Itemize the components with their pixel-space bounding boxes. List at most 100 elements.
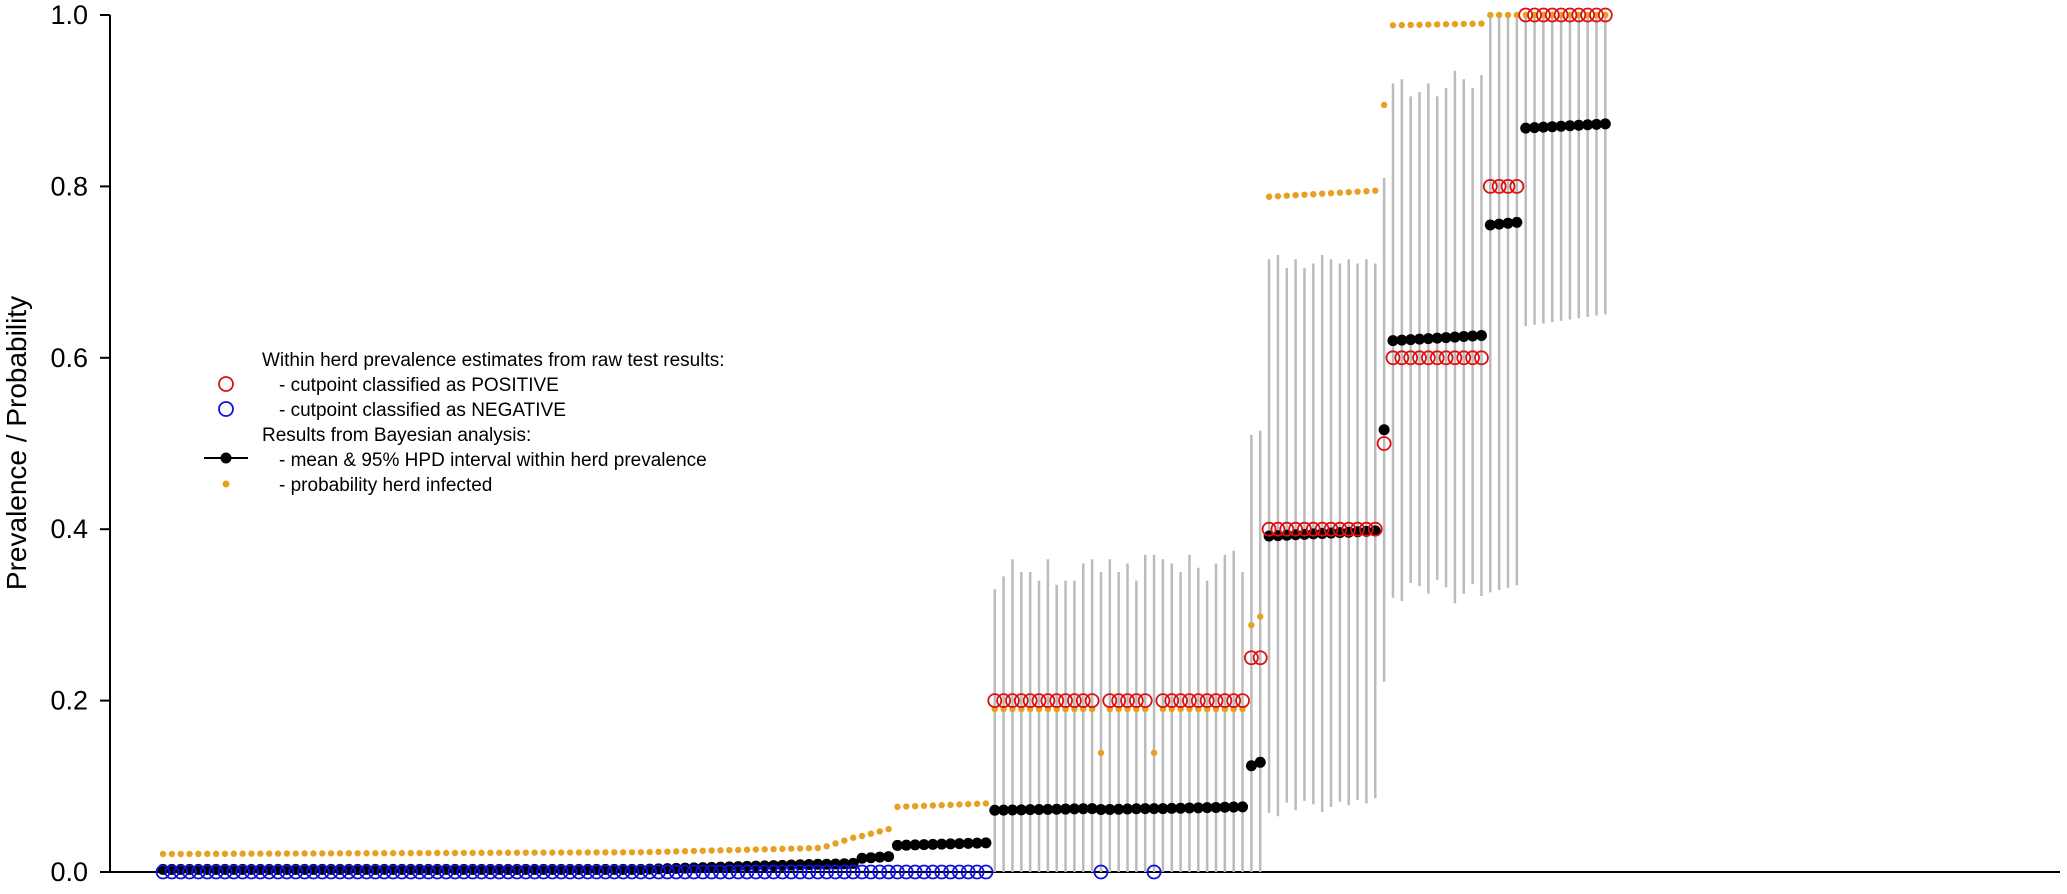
mean-point <box>1095 803 1107 815</box>
probability-point <box>186 850 193 858</box>
probability-point <box>681 848 689 855</box>
probability-point <box>1257 613 1264 620</box>
raw-negative-point <box>642 864 658 880</box>
probability-point <box>699 847 706 854</box>
probability-point <box>894 803 901 811</box>
raw-positive-point <box>1173 693 1188 708</box>
raw-negative-point <box>235 864 251 880</box>
probability-point <box>425 849 432 857</box>
raw-negative-point <box>562 864 578 880</box>
probability-point <box>301 850 308 857</box>
raw-negative-point <box>633 864 649 880</box>
raw-positive-point <box>1456 350 1472 366</box>
probability-point <box>239 850 246 857</box>
raw-positive-point <box>1429 350 1445 366</box>
probability-point <box>637 849 645 856</box>
raw-negative-point <box>704 864 720 880</box>
probability-point <box>319 850 326 857</box>
raw-negative-point <box>916 864 932 880</box>
mean-point <box>1422 333 1434 345</box>
mean-point <box>1493 218 1505 230</box>
mean-point <box>1564 120 1576 132</box>
y-tick-label: 1.0 <box>50 0 88 30</box>
probability-point <box>1504 11 1512 19</box>
probability-point <box>726 846 733 854</box>
probability-point <box>1451 20 1459 28</box>
raw-negative-point <box>969 864 985 880</box>
probability-point <box>920 802 928 810</box>
probability-point <box>611 849 618 856</box>
mean-point <box>856 852 868 864</box>
probability-point <box>177 850 184 858</box>
mean-point <box>1449 331 1461 343</box>
mean-point <box>1219 801 1231 813</box>
raw-positive-point <box>1217 693 1233 708</box>
raw-positive-point <box>1235 693 1250 708</box>
raw-positive-point <box>1500 178 1516 194</box>
raw-negative-point <box>465 864 481 880</box>
raw-positive-point <box>1509 178 1525 194</box>
raw-negative-point <box>491 864 507 880</box>
probability-point <box>1301 191 1308 198</box>
raw-positive-point <box>1164 693 1180 708</box>
raw-negative-point <box>306 864 321 880</box>
mean-point <box>1573 119 1585 131</box>
probability-point <box>1557 11 1565 19</box>
probability-point <box>1416 21 1423 28</box>
mean-point <box>1590 118 1602 130</box>
raw-positive-point <box>1544 7 1560 23</box>
probability-point <box>442 849 450 857</box>
raw-negative-point <box>367 864 383 880</box>
probability-point <box>496 849 503 856</box>
mean-point <box>1414 333 1426 345</box>
mean-point <box>1511 216 1523 228</box>
raw-positive-point <box>1128 693 1144 708</box>
mean-point <box>1546 121 1558 133</box>
mean-point <box>1015 804 1027 816</box>
mean-point <box>1006 804 1018 816</box>
mean-point <box>980 837 992 849</box>
raw-negative-point <box>403 864 419 880</box>
raw-positive-point <box>1049 693 1065 708</box>
raw-positive-point <box>1111 693 1127 708</box>
probability-point <box>1398 21 1406 29</box>
probability-point <box>805 845 813 852</box>
raw-positive-point <box>1261 521 1277 537</box>
mean-point <box>1387 335 1399 347</box>
raw-negative-point <box>429 864 445 880</box>
probability-point <box>389 849 397 857</box>
raw-negative-point <box>553 864 569 880</box>
raw-negative-point <box>766 864 781 880</box>
mean-point <box>962 837 974 849</box>
raw-positive-point <box>1412 350 1427 366</box>
probability-point <box>1310 190 1317 198</box>
probability-point <box>619 849 627 856</box>
raw-positive-point <box>1031 693 1047 708</box>
probability-point <box>1318 190 1326 197</box>
legend-positive-label: - cutpoint classified as POSITIVE <box>279 375 559 396</box>
mean-point <box>1475 330 1487 342</box>
mean-point <box>891 839 903 851</box>
raw-positive-point <box>1332 521 1348 537</box>
probability-point <box>823 843 830 850</box>
probability-point <box>1584 11 1591 19</box>
raw-negative-point <box>713 864 728 880</box>
raw-negative-point <box>447 864 463 880</box>
probability-point <box>717 847 724 854</box>
raw-prevalence-points <box>155 7 1613 880</box>
mean-point <box>1201 802 1213 814</box>
probability-point <box>1292 191 1299 199</box>
mean-point <box>1051 803 1063 815</box>
probability-point <box>1487 11 1494 19</box>
mean-point <box>998 804 1010 816</box>
mean-point <box>1175 802 1187 814</box>
raw-negative-point <box>845 864 861 880</box>
mean-point <box>1529 122 1541 134</box>
mean-point <box>1396 334 1408 346</box>
mean-point <box>1210 801 1222 813</box>
probability-point <box>1460 20 1467 28</box>
raw-negative-point <box>828 864 843 880</box>
mean-point <box>1378 424 1390 436</box>
mean-point <box>1157 803 1169 815</box>
